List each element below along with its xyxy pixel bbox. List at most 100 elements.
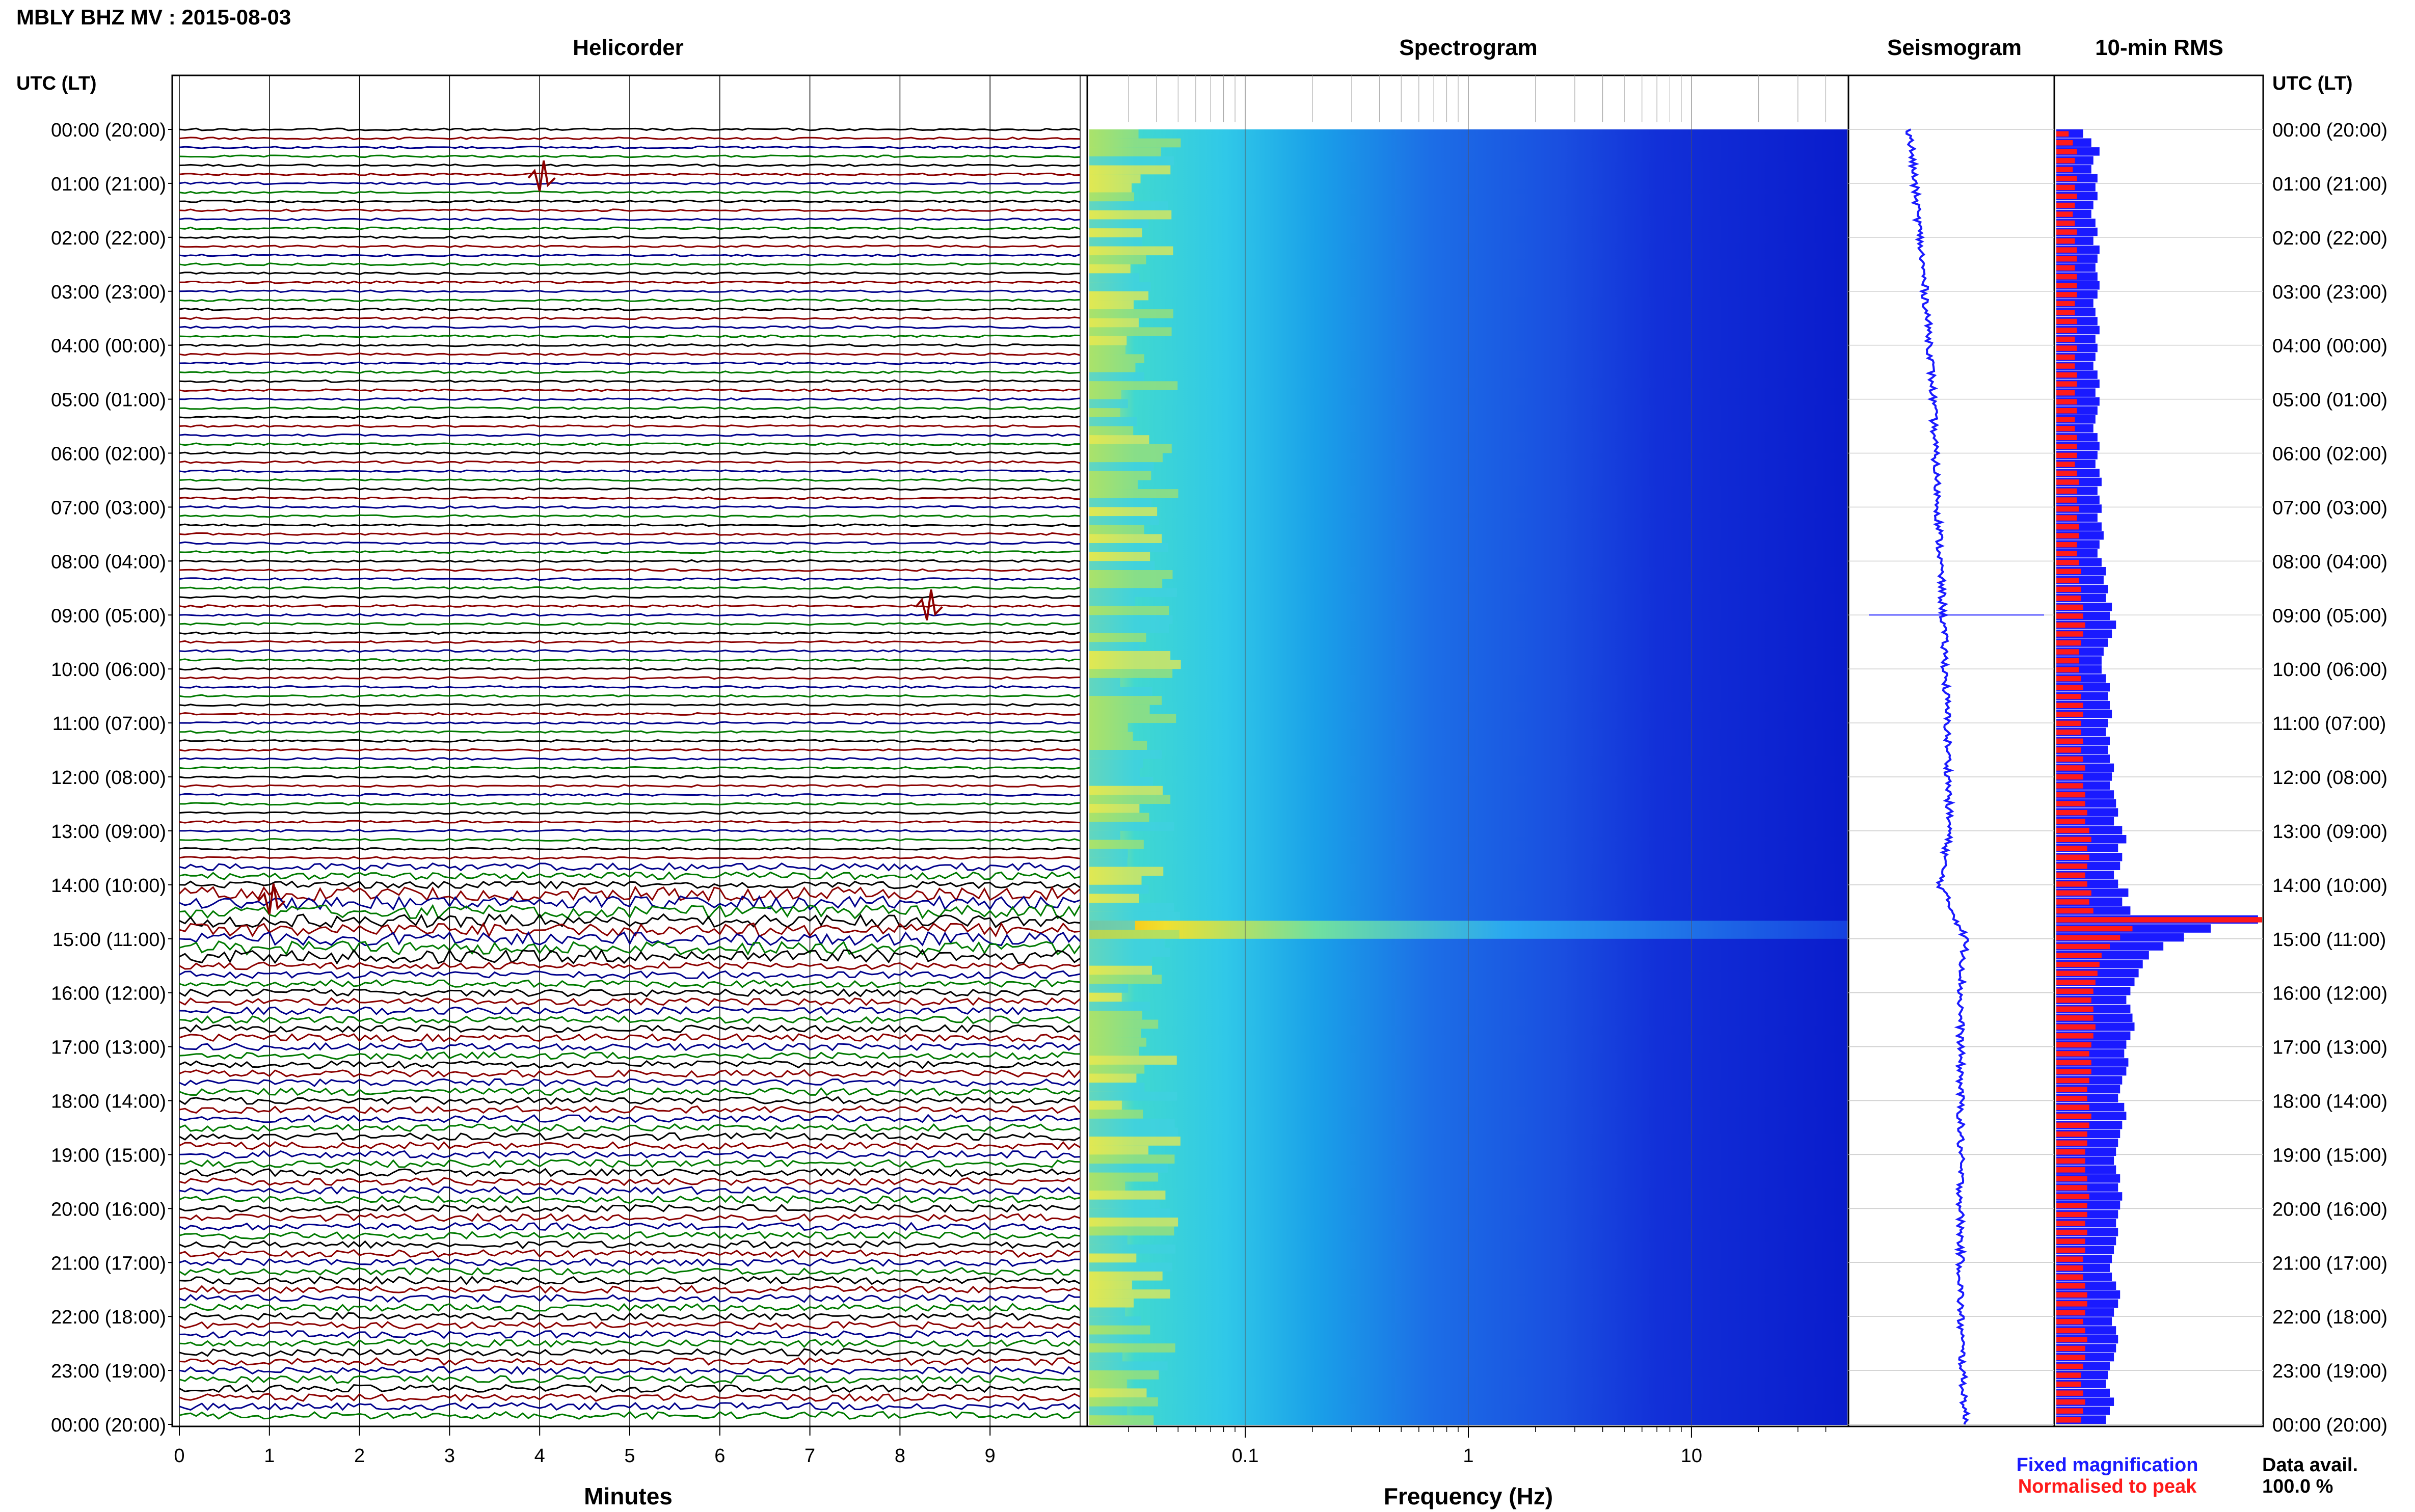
rms-bar-normalised (2056, 202, 2075, 208)
utc-label-right: UTC (LT) (2272, 73, 2353, 94)
rms-bar-normalised (2056, 176, 2077, 181)
rms-bar-normalised (2056, 926, 2133, 932)
rms-bar-normalised (2056, 354, 2075, 360)
helicorder-trace (179, 1195, 1081, 1204)
helicorder-trace (179, 361, 1081, 365)
rms-bar-normalised (2056, 631, 2083, 637)
spectrogram-lowfreq-cell (1089, 156, 1174, 166)
spectrogram-lowfreq-cell (1089, 327, 1172, 337)
spectrogram-lowfreq-cell (1089, 1208, 1170, 1218)
legend-normalised: Normalised to peak (2018, 1476, 2197, 1497)
rms-bar-normalised (2056, 720, 2081, 726)
spectrogram-lowfreq-cell (1089, 1406, 1128, 1416)
spectrogram-lowfreq-cell (1089, 426, 1134, 436)
rms-bar-normalised (2056, 149, 2077, 155)
spectrogram-lowfreq-cell (1089, 876, 1142, 885)
spectrogram-image (1089, 75, 1847, 1426)
helicorder-trace (179, 487, 1081, 491)
rms-bar-normalised (2056, 703, 2083, 708)
x-axis-ticks: 0 1 2 3 4 5 6 7 8 9 0.1 1 10 (174, 75, 1827, 1467)
helicorder-trace (179, 862, 1081, 872)
spectrogram-lowfreq-cell (1089, 903, 1174, 912)
helicorder-trace (179, 856, 1081, 860)
rms-bar-normalised (2056, 1345, 2085, 1352)
helicorder-trace (179, 379, 1081, 383)
spectrogram-lowfreq-cell (1089, 857, 1128, 868)
helicorder-trace (179, 406, 1081, 410)
hour-label-right: 01:00 (21:00) (2272, 174, 2387, 195)
rms-bar-normalised (2056, 596, 2081, 601)
spectrogram-lowfreq-cell (1089, 1172, 1159, 1182)
spectrogram-lowfreq-cell (1089, 1011, 1142, 1020)
spectrogram-lowfreq-cell (1089, 1091, 1177, 1101)
hour-label-left: 02:00 (22:00) (51, 228, 166, 249)
spectrogram-lowfreq-cell (1089, 462, 1154, 472)
rms-bar-normalised (2056, 640, 2081, 646)
spectrogram-lowfreq-cell (1089, 1334, 1140, 1344)
helicorder-trace (179, 137, 1081, 141)
spectrogram-lowfreq-cell (1089, 813, 1149, 823)
spectrogram-lowfreq-cell (1089, 1388, 1147, 1398)
spectrogram-xlabel: Frequency (Hz) (1384, 1483, 1553, 1509)
rms-bar-normalised (2056, 533, 2079, 538)
rms-bar-normalised (2056, 1122, 2089, 1128)
rms-title: 10-min RMS (2095, 35, 2223, 60)
hour-label-left: 15:00 (11:00) (52, 929, 166, 951)
spectrogram-lowfreq-cell (1089, 1262, 1172, 1272)
helicorder-trace (179, 1015, 1081, 1024)
helicorder-trace (179, 913, 1081, 929)
spectrogram-lowfreq-cell (1089, 1191, 1166, 1200)
rms-bar-normalised (2056, 515, 2077, 521)
spectrogram-lowfreq-cell (1089, 795, 1171, 804)
helicorder-trace (179, 1123, 1081, 1132)
rms-bar-normalised (2056, 256, 2077, 262)
helicorder-trace (179, 1240, 1081, 1250)
hour-label-left: 01:00 (21:00) (51, 174, 166, 195)
spectrogram-lowfreq-cell (1089, 1073, 1137, 1084)
hour-label-left: 16:00 (12:00) (51, 983, 166, 1005)
rms-bar-normalised (2056, 140, 2073, 146)
spectrogram-lowfreq-cell (1089, 345, 1126, 355)
helicorder-trace (179, 172, 1081, 176)
spectrogram-lowfreq-cell (1089, 822, 1174, 831)
helicorder-trace (179, 829, 1081, 833)
rms-bar-normalised (2056, 667, 2079, 672)
helicorder-trace (179, 1267, 1081, 1276)
rms-bar-normalised (2056, 783, 2083, 789)
spectrogram-lowfreq-cell (1089, 1226, 1174, 1236)
helicorder-trace (179, 262, 1081, 266)
helicorder-trace (179, 1374, 1081, 1384)
rms-bar-normalised (2056, 363, 2075, 369)
spectrogram-lowfreq-cell (1089, 714, 1176, 724)
helicorder-trace (179, 802, 1081, 806)
spectrogram-lowfreq-cell (1089, 669, 1173, 679)
helicorder-trace (179, 1132, 1081, 1141)
spectrogram-lowfreq-cell (1089, 255, 1146, 265)
helicorder-trace (179, 1069, 1081, 1078)
helicorder-trace (179, 496, 1081, 500)
rms-bar-normalised (2056, 1363, 2083, 1369)
seismogram-trace (1848, 128, 2054, 1425)
helicorder-trace (179, 514, 1081, 518)
rms-bar-normalised (2056, 970, 2098, 976)
helicorder-trace (179, 1258, 1081, 1267)
spectrogram-lowfreq-cell (1089, 390, 1121, 400)
legend-fixed: Fixed magnification (2017, 1454, 2198, 1476)
rms-bar-normalised (2056, 247, 2077, 253)
hour-label-right: 00:00 (20:00) (2272, 1415, 2387, 1436)
helicorder-trace (179, 1384, 1081, 1393)
spectrogram-lowfreq-cell (1089, 1019, 1159, 1030)
helicorder-trace (179, 460, 1081, 464)
rms-bar-normalised (2056, 1319, 2083, 1325)
rms-bar-normalised (2056, 1229, 2087, 1235)
rms-bar-normalised (2056, 765, 2085, 771)
spectrogram-lowfreq-cell (1089, 867, 1164, 877)
spectrogram-lowfreq-cell (1089, 930, 1179, 939)
hour-label-right: 23:00 (19:00) (2272, 1361, 2387, 1382)
helicorder-trace (179, 1096, 1081, 1105)
helicorder-trace (179, 478, 1081, 482)
rms-bar-normalised (2056, 560, 2079, 565)
rms-bar-normalised (2056, 1140, 2087, 1146)
spectrogram-lowfreq-cell (1089, 1298, 1134, 1308)
helicorder-trace (179, 1212, 1081, 1222)
